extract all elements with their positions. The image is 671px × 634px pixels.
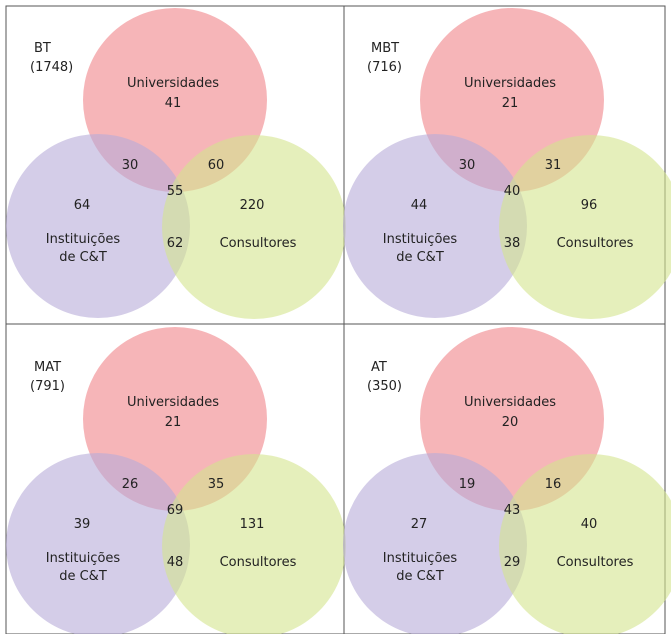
panel-label: MAT — [34, 360, 61, 375]
circle-consultores — [162, 135, 346, 319]
set-name-universidades: Universidades — [127, 395, 219, 410]
panel-label: MBT — [371, 41, 399, 56]
set-name-instituicoes-line1: Instituições — [46, 232, 121, 247]
count-instituicoes-consultores: 38 — [504, 236, 521, 251]
circle-instituicoes — [343, 134, 527, 318]
count-instituicoes-consultores: 48 — [167, 555, 184, 570]
count-universidades-consultores: 31 — [545, 158, 562, 173]
panel-total: (716) — [367, 60, 402, 75]
count-consultores-only: 220 — [240, 198, 265, 213]
count-universidades-only: 21 — [502, 96, 519, 111]
panel-label: AT — [371, 360, 387, 375]
set-name-instituicoes-line2: de C&T — [59, 569, 107, 584]
count-instituicoes-consultores: 62 — [167, 236, 184, 251]
count-universidades-instituicoes: 30 — [122, 158, 139, 173]
count-universidades-consultores: 60 — [208, 158, 225, 173]
count-universidades-only: 41 — [165, 96, 182, 111]
set-name-universidades: Universidades — [464, 76, 556, 91]
set-name-instituicoes-line2: de C&T — [59, 250, 107, 265]
count-universidades-instituicoes: 19 — [459, 477, 476, 492]
venn-panel-mbt: MBT (716) Universidades Instituições de C&T C… — [343, 8, 671, 319]
count-universidades-only: 20 — [502, 415, 519, 430]
circle-instituicoes — [6, 453, 190, 634]
count-all-three: 40 — [504, 184, 521, 199]
count-universidades-instituicoes: 26 — [122, 477, 139, 492]
circle-instituicoes — [6, 134, 190, 318]
circle-consultores — [499, 135, 671, 319]
venn-panel-mat: MAT (791) Universidades Instituições de C&T C… — [6, 327, 346, 634]
set-name-consultores: Consultores — [557, 236, 634, 251]
venn-panel-bt: BT (1748) Universidades Instituições de C&T C… — [6, 8, 346, 319]
count-universidades-consultores: 16 — [545, 477, 562, 492]
panel-total: (350) — [367, 379, 402, 394]
set-name-consultores: Consultores — [557, 555, 634, 570]
set-name-instituicoes-line1: Instituições — [383, 232, 458, 247]
circle-consultores — [162, 454, 346, 634]
count-consultores-only: 40 — [581, 517, 598, 532]
count-all-three: 55 — [167, 184, 184, 199]
outer-border — [5, 5, 666, 634]
count-universidades-consultores: 35 — [208, 477, 225, 492]
set-name-instituicoes-line1: Instituições — [383, 551, 458, 566]
circle-consultores — [499, 454, 671, 634]
panel-total: (1748) — [30, 60, 73, 75]
count-all-three: 43 — [504, 503, 521, 518]
set-name-instituicoes-line2: de C&T — [396, 569, 444, 584]
count-instituicoes-consultores: 29 — [504, 555, 521, 570]
count-instituicoes-only: 64 — [74, 198, 91, 213]
count-instituicoes-only: 44 — [411, 198, 428, 213]
count-instituicoes-only: 39 — [74, 517, 91, 532]
set-name-instituicoes-line1: Instituições — [46, 551, 121, 566]
panel-total: (791) — [30, 379, 65, 394]
set-name-consultores: Consultores — [220, 236, 297, 251]
set-name-consultores: Consultores — [220, 555, 297, 570]
set-name-universidades: Universidades — [464, 395, 556, 410]
venn-panel-at: AT (350) Universidades Instituições de C&T Co… — [343, 327, 671, 634]
set-name-instituicoes-line2: de C&T — [396, 250, 444, 265]
count-consultores-only: 96 — [581, 198, 598, 213]
count-all-three: 69 — [167, 503, 184, 518]
count-universidades-instituicoes: 30 — [459, 158, 476, 173]
count-consultores-only: 131 — [240, 517, 265, 532]
panels: BT (1748) Universidades Instituições de C&T C… — [6, 8, 671, 634]
count-universidades-only: 21 — [165, 415, 182, 430]
count-instituicoes-only: 27 — [411, 517, 428, 532]
circle-instituicoes — [343, 453, 527, 634]
panel-label: BT — [34, 41, 51, 56]
set-name-universidades: Universidades — [127, 76, 219, 91]
